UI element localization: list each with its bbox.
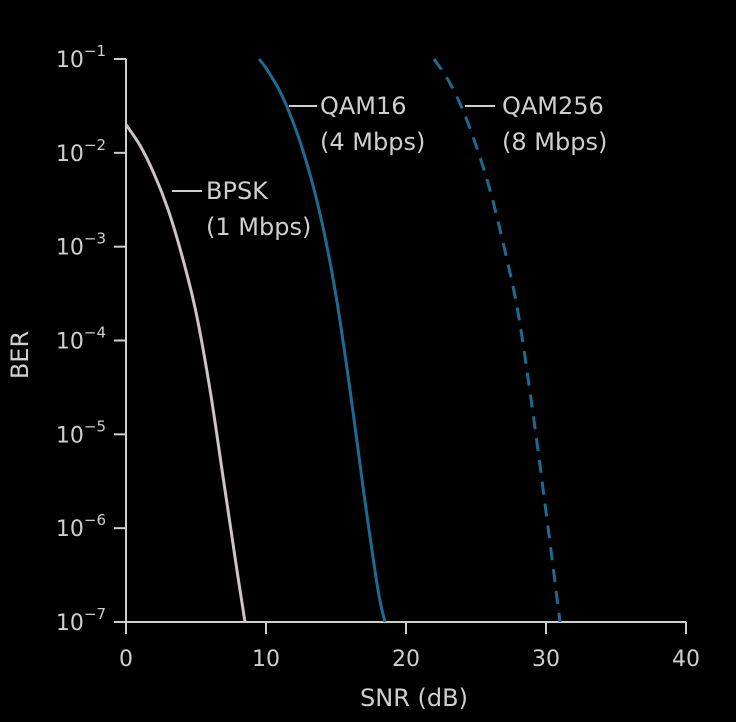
y-tick-exponent: −3 — [84, 230, 106, 248]
series-layer — [124, 58, 562, 623]
y-tick-label: 10−6 — [56, 511, 106, 542]
x-axis: 0 10 20 30 40 — [119, 621, 700, 672]
x-axis-title: SNR (dB) — [360, 684, 468, 712]
y-tick-mantissa: 10 — [56, 423, 84, 448]
y-tick-mantissa: 10 — [56, 517, 84, 542]
y-tick-label: 10−7 — [56, 605, 106, 636]
y-tick-label: 10−1 — [56, 42, 106, 73]
y-tick-exponent: −5 — [84, 417, 106, 435]
y-tick-label: 10−2 — [56, 136, 106, 167]
y-tick-exponent: −1 — [84, 42, 106, 60]
series-label-layer: BPSK (1 Mbps) QAM16 (4 Mbps) QAM256 (8 Mbps) — [172, 92, 607, 241]
x-tick-label: 20 — [392, 647, 420, 672]
x-tick-label: 30 — [532, 647, 560, 672]
series-label-qam256: QAM256 — [502, 92, 604, 120]
series-line-bpsk — [124, 123, 247, 623]
series-line-qam16 — [257, 58, 387, 623]
series-line-qam256 — [432, 58, 562, 623]
x-tick-label: 0 — [119, 647, 133, 672]
y-tick-exponent: −6 — [84, 511, 106, 529]
y-tick-mantissa: 10 — [56, 236, 84, 261]
series-label-qam16: QAM16 — [320, 92, 407, 120]
series-label-bpsk: BPSK — [206, 177, 269, 205]
y-tick-label: 10−4 — [56, 324, 106, 355]
y-axis-title: BER — [6, 331, 34, 379]
y-axis: 10−110−210−310−410−510−610−7 — [56, 42, 127, 636]
y-tick-mantissa: 10 — [56, 611, 84, 636]
series-rate-qam256: (8 Mbps) — [502, 128, 607, 156]
y-tick-label: 10−3 — [56, 230, 106, 261]
x-tick-label: 10 — [252, 647, 280, 672]
series-rate-bpsk: (1 Mbps) — [206, 213, 311, 241]
y-tick-mantissa: 10 — [56, 330, 84, 355]
x-tick-label: 40 — [672, 647, 700, 672]
y-tick-exponent: −2 — [84, 136, 106, 154]
y-tick-exponent: −4 — [84, 324, 106, 342]
y-tick-mantissa: 10 — [56, 142, 84, 167]
y-tick-mantissa: 10 — [56, 48, 84, 73]
y-tick-exponent: −7 — [84, 605, 106, 623]
y-tick-label: 10−5 — [56, 417, 106, 448]
series-rate-qam16: (4 Mbps) — [320, 128, 425, 156]
